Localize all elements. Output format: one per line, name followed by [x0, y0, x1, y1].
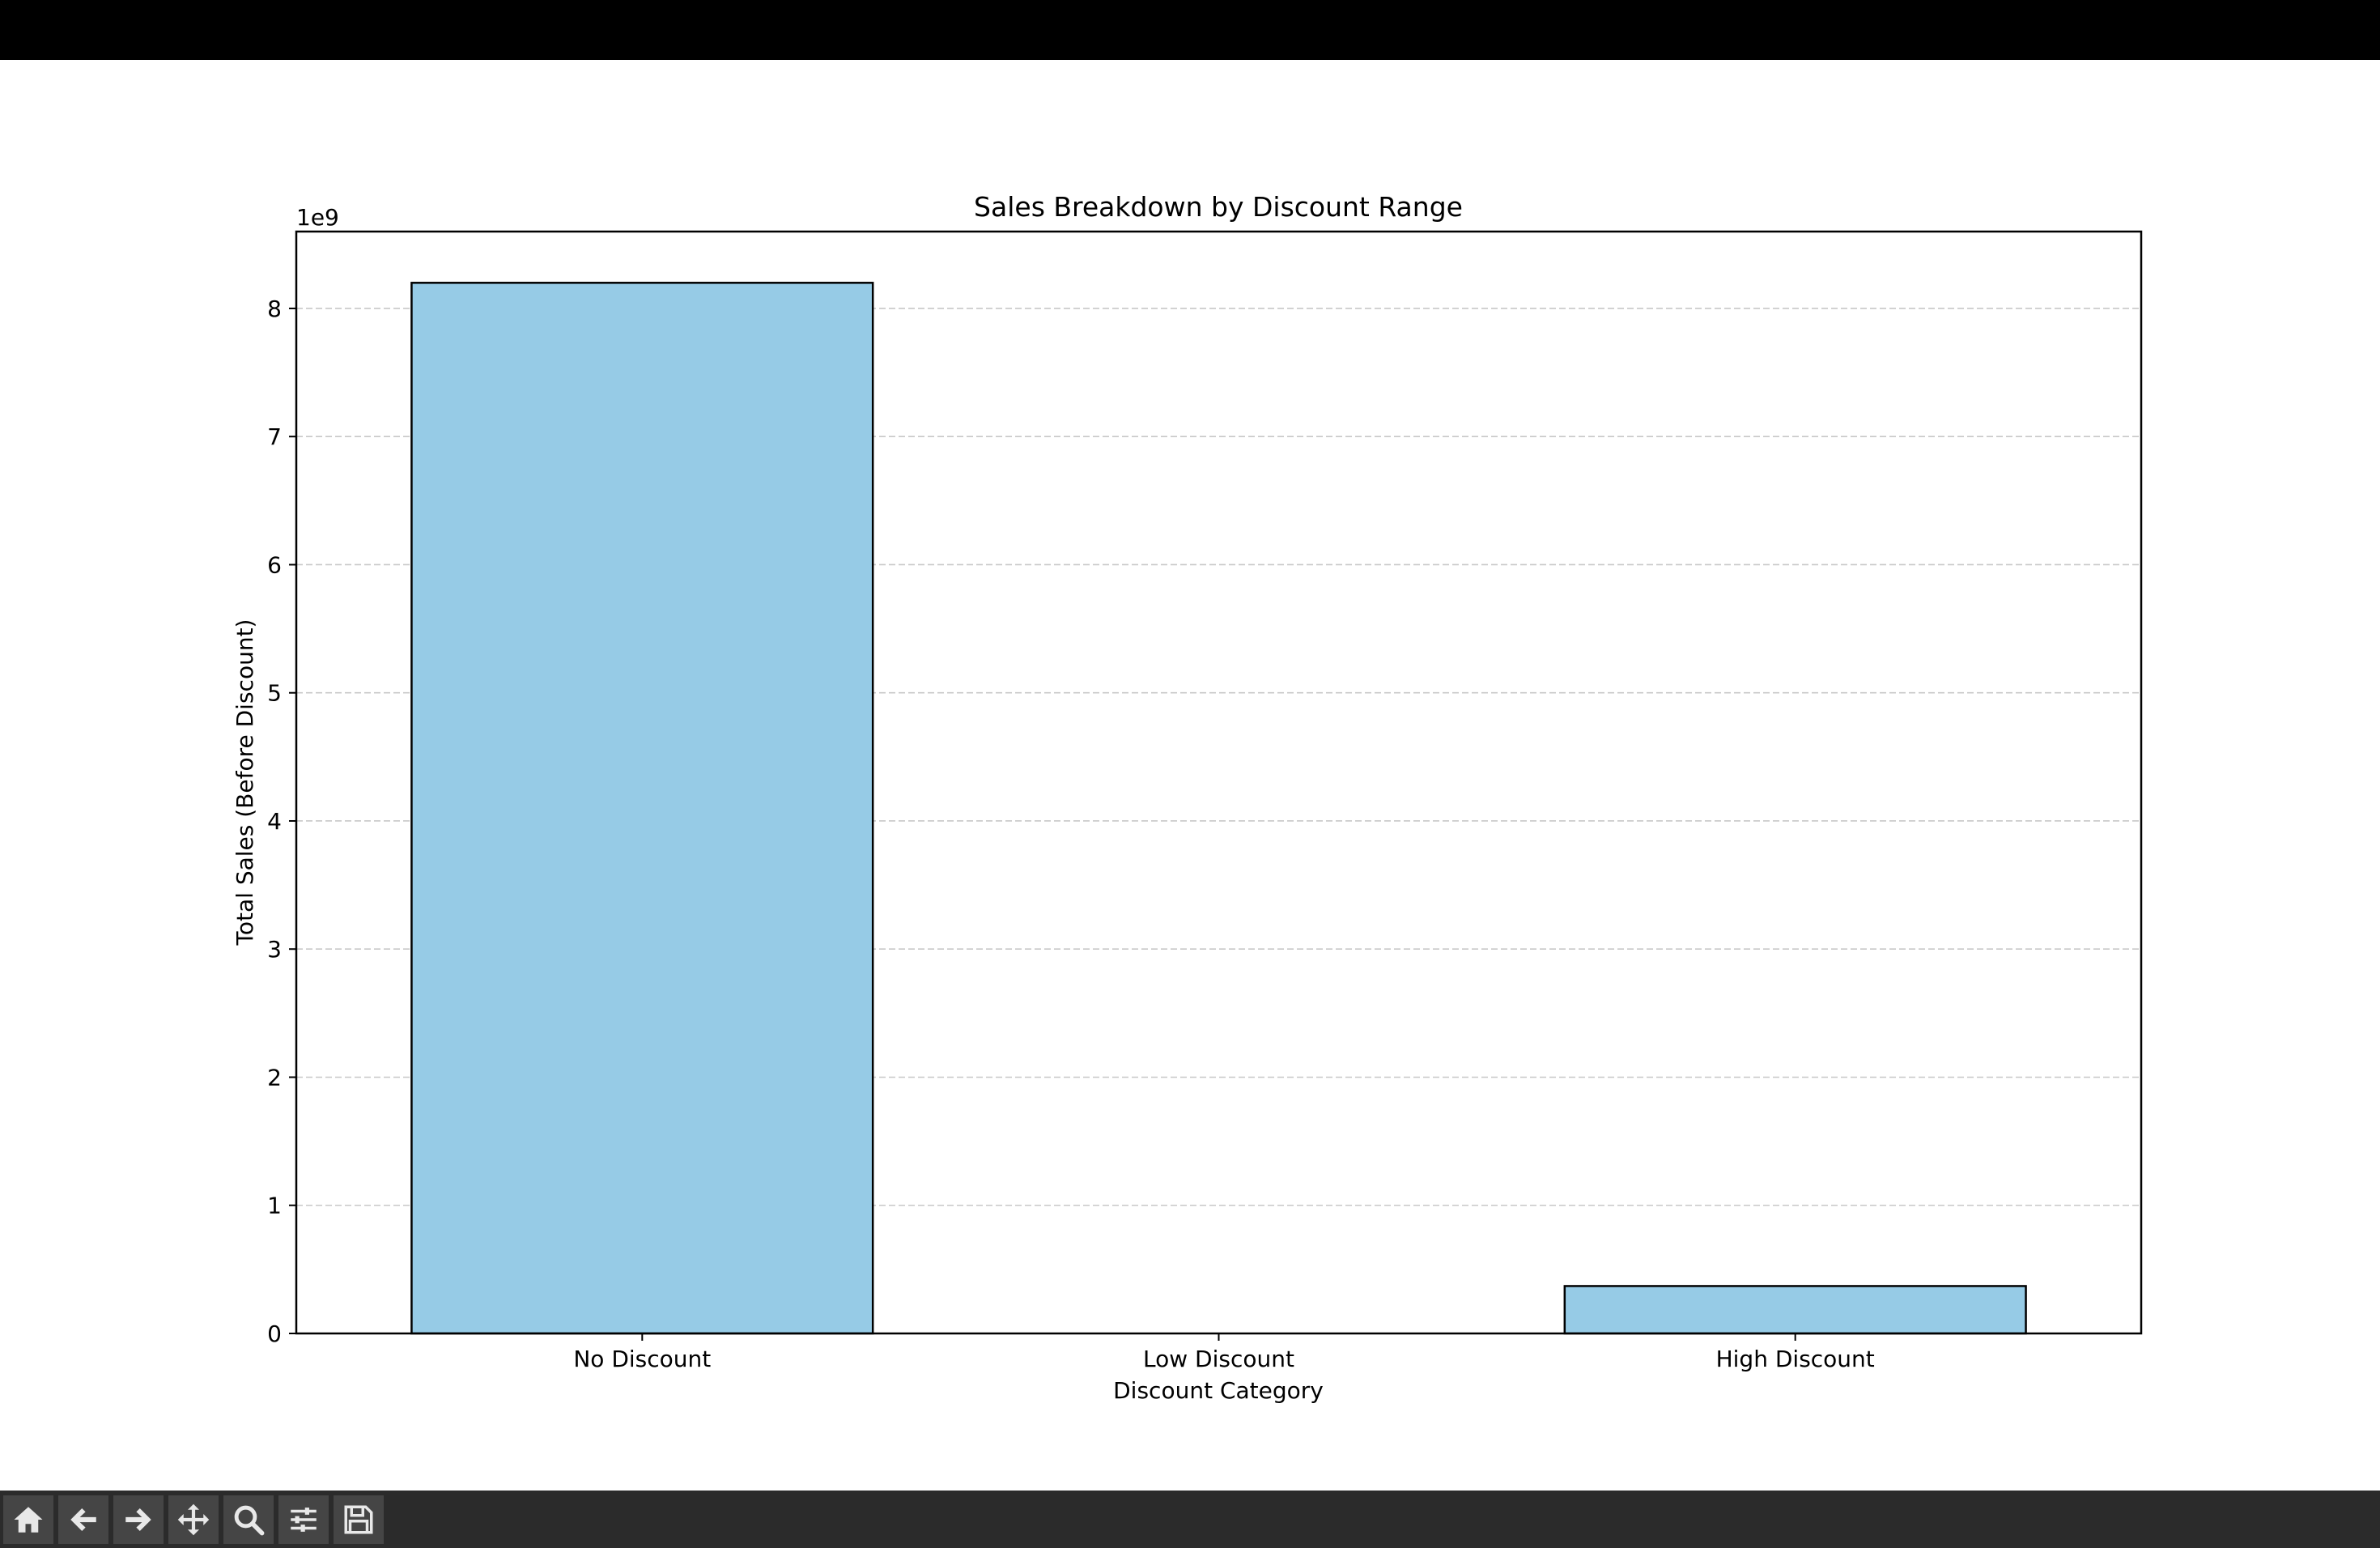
x-tick-label: Low Discount: [1143, 1346, 1294, 1372]
pan-button[interactable]: [168, 1495, 219, 1544]
y-axis-label: Total Sales (Before Discount): [232, 619, 258, 946]
bar-no-discount: [410, 282, 874, 1335]
y-tick-label: 7: [267, 423, 282, 450]
window-title-bar: [0, 0, 2380, 60]
back-button[interactable]: [58, 1495, 108, 1544]
bar-high-discount: [1563, 1285, 2027, 1335]
configure-subplots-button[interactable]: [278, 1495, 329, 1544]
y-offset-label: 1e9: [296, 204, 339, 231]
bar-chart: 0 1 2 3 4 5 6 7 8 No Discount Low Discount High Di…: [232, 191, 2143, 1404]
navigation-toolbar: [0, 1491, 2380, 1548]
y-tick-label: 2: [267, 1064, 282, 1091]
x-axis-label: Discount Category: [1113, 1377, 1324, 1404]
home-button[interactable]: [3, 1495, 53, 1544]
bars: [410, 282, 2027, 1335]
y-tick-label: 8: [267, 296, 282, 322]
y-tick-label: 0: [267, 1320, 282, 1347]
arrow-right-icon: [125, 1508, 151, 1531]
y-tick-label: 6: [267, 551, 282, 578]
y-tick-label: 4: [267, 808, 282, 835]
y-axis-ticks: 0 1 2 3 4 5 6 7 8: [267, 296, 296, 1347]
floppy-disk-icon: [344, 1505, 373, 1534]
y-tick-label: 3: [267, 936, 282, 963]
arrow-left-icon: [70, 1508, 96, 1531]
x-tick-label: High Discount: [1716, 1346, 1875, 1372]
chart-title: Sales Breakdown by Discount Range: [974, 191, 1463, 223]
figure-canvas: 0 1 2 3 4 5 6 7 8 No Discount Low Discount High Di…: [0, 60, 2380, 1491]
zoom-button[interactable]: [223, 1495, 274, 1544]
forward-button[interactable]: [113, 1495, 164, 1544]
y-tick-label: 5: [267, 680, 282, 707]
save-button[interactable]: [334, 1495, 384, 1544]
sliders-icon: [291, 1508, 317, 1532]
move-icon: [177, 1503, 210, 1536]
home-icon: [14, 1507, 43, 1533]
y-tick-label: 1: [267, 1193, 282, 1219]
x-axis-ticks: No Discount Low Discount High Discount: [573, 1333, 1875, 1372]
x-tick-label: No Discount: [573, 1346, 711, 1372]
magnifier-icon: [234, 1505, 265, 1536]
